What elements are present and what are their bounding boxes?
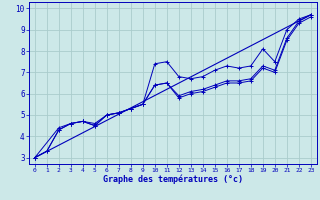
X-axis label: Graphe des températures (°c): Graphe des températures (°c) — [103, 175, 243, 184]
